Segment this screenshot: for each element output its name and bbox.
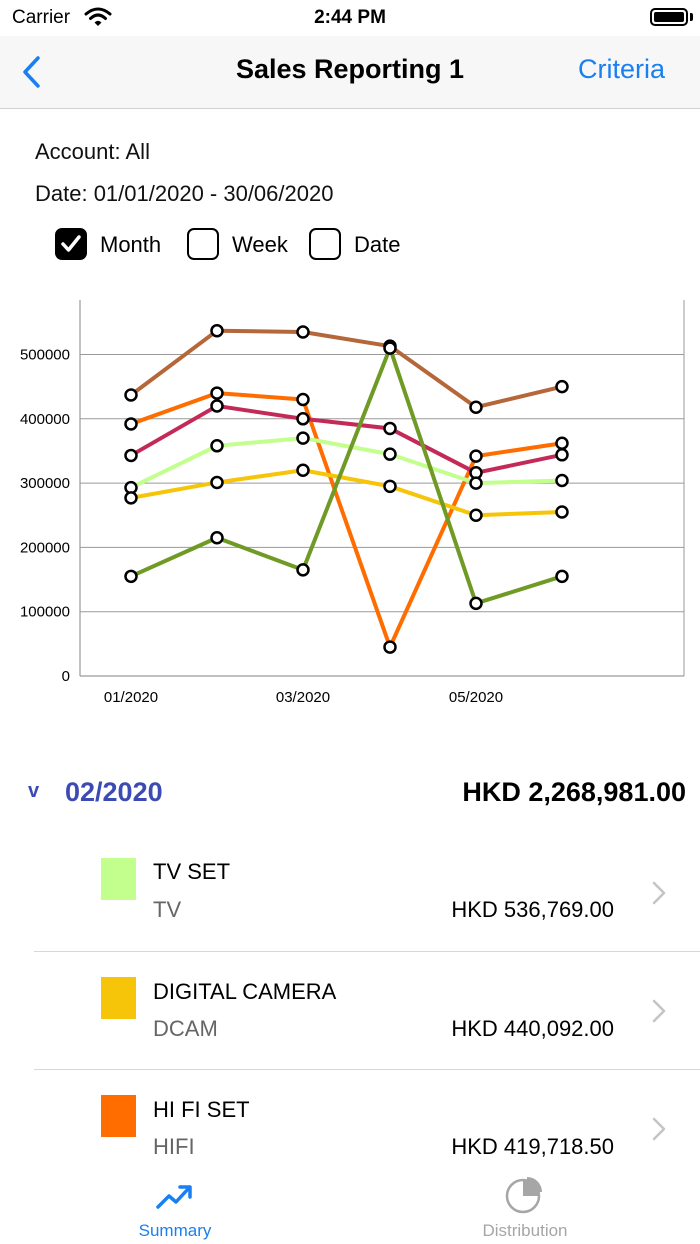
- collapse-chevron-icon[interactable]: v: [28, 780, 40, 802]
- chevron-right-icon: [652, 1117, 666, 1141]
- section-total: HKD 2,268,981.00: [462, 777, 686, 807]
- item-name: TV SET: [153, 859, 231, 884]
- checkbox-label: Month: [100, 232, 162, 257]
- clock: 2:44 PM: [314, 7, 386, 28]
- account-label: Account: All: [35, 139, 150, 164]
- data-point: [124, 388, 138, 402]
- data-point: [469, 449, 483, 463]
- data-point: [124, 569, 138, 584]
- data-point: [555, 436, 569, 450]
- x-tick-label: 01/2020: [104, 689, 158, 706]
- divider: [34, 1069, 700, 1070]
- data-point: [296, 412, 310, 426]
- data-point: [383, 479, 397, 494]
- color-swatch: [101, 977, 136, 1019]
- chevron-left-icon: [23, 56, 40, 88]
- data-point: [555, 505, 569, 519]
- tab-distribution[interactable]: Distribution: [350, 1160, 700, 1244]
- checkbox-box[interactable]: [187, 228, 219, 260]
- pie-chart-icon: [505, 1177, 542, 1214]
- divider: [34, 951, 700, 952]
- data-point: [383, 421, 397, 436]
- item-name: DIGITAL CAMERA: [153, 979, 337, 1004]
- y-tick-label: 500000: [20, 347, 70, 364]
- data-point: [210, 475, 224, 490]
- data-point: [555, 448, 569, 462]
- y-tick-label: 300000: [20, 475, 70, 492]
- data-point: [296, 463, 310, 477]
- data-point: [210, 399, 224, 413]
- series-line: [130, 468, 563, 518]
- back-button[interactable]: [14, 50, 54, 94]
- data-point: [469, 400, 483, 414]
- data-point: [296, 563, 310, 577]
- data-point: [210, 323, 224, 338]
- series-line: [130, 346, 563, 606]
- data-point: [383, 447, 397, 461]
- criteria-button[interactable]: Criteria: [577, 54, 665, 84]
- series-line: [130, 391, 563, 650]
- checkbox-label: Week: [232, 232, 288, 257]
- data-point: [210, 531, 224, 545]
- color-swatch: [101, 858, 136, 900]
- navigation-bar: Sales Reporting 1 Criteria: [0, 36, 700, 109]
- data-point: [124, 491, 138, 505]
- status-bar: Carrier 2:44 PM: [0, 0, 700, 36]
- data-point: [296, 325, 310, 339]
- data-point: [555, 569, 569, 584]
- color-swatch: [101, 1095, 136, 1137]
- battery-icon: [650, 8, 688, 26]
- item-amount: HKD 419,718.50: [451, 1134, 614, 1159]
- data-point: [124, 417, 138, 431]
- list-item[interactable]: HI FI SET HIFI HKD 419,718.50: [0, 1070, 700, 1188]
- data-point: [469, 596, 483, 611]
- tab-summary[interactable]: Summary: [0, 1160, 350, 1244]
- checkbox-label: Date: [354, 232, 401, 257]
- list-item[interactable]: DIGITAL CAMERA DCAM HKD 440,092.00: [0, 952, 700, 1070]
- chevron-right-icon: [652, 999, 666, 1023]
- y-tick-label: 0: [62, 668, 70, 685]
- y-tick-label: 100000: [20, 604, 70, 621]
- tab-bar: Summary Distribution: [0, 1160, 700, 1244]
- list-item[interactable]: TV SET TV HKD 536,769.00: [0, 834, 700, 952]
- sales-line-chart: 0 100000 200000 300000 400000 500000 01/2020 03…: [20, 300, 685, 706]
- data-point: [296, 392, 310, 407]
- item-amount: HKD 440,092.00: [451, 1016, 614, 1041]
- item-amount: HKD 536,769.00: [451, 897, 614, 922]
- tab-label: Summary: [138, 1221, 212, 1240]
- item-name: HI FI SET: [153, 1097, 250, 1122]
- x-tick-label: 05/2020: [449, 689, 503, 706]
- checkbox-box[interactable]: [309, 228, 341, 260]
- item-code: HIFI: [153, 1134, 195, 1159]
- tab-label: Distribution: [482, 1221, 568, 1240]
- x-tick-label: 03/2020: [276, 689, 330, 706]
- data-point: [383, 341, 397, 355]
- data-point: [210, 439, 224, 453]
- data-point: [383, 640, 397, 654]
- section-date[interactable]: 02/2020: [65, 777, 163, 807]
- checkbox-box[interactable]: [55, 228, 87, 260]
- y-tick-label: 400000: [20, 411, 70, 428]
- page-title: Sales Reporting 1: [235, 54, 465, 84]
- series-line: [130, 403, 563, 475]
- chevron-right-icon: [652, 881, 666, 905]
- battery-tip: [690, 13, 693, 21]
- data-point: [296, 431, 310, 445]
- data-point: [469, 476, 483, 490]
- trend-up-icon: [156, 1185, 192, 1209]
- data-point: [210, 386, 224, 400]
- item-code: TV: [153, 897, 182, 922]
- checkmark-icon: [61, 235, 81, 252]
- data-point: [555, 473, 569, 488]
- series-line: [130, 436, 563, 490]
- data-point: [469, 508, 483, 522]
- date-range-label: Date: 01/01/2020 - 30/06/2020: [35, 181, 334, 206]
- wifi-icon: [84, 6, 112, 33]
- carrier-label: Carrier: [12, 7, 71, 28]
- item-code: DCAM: [153, 1016, 218, 1041]
- series-line: [129, 328, 563, 410]
- y-tick-label: 200000: [20, 539, 70, 556]
- data-point: [124, 448, 138, 463]
- data-point: [555, 379, 569, 394]
